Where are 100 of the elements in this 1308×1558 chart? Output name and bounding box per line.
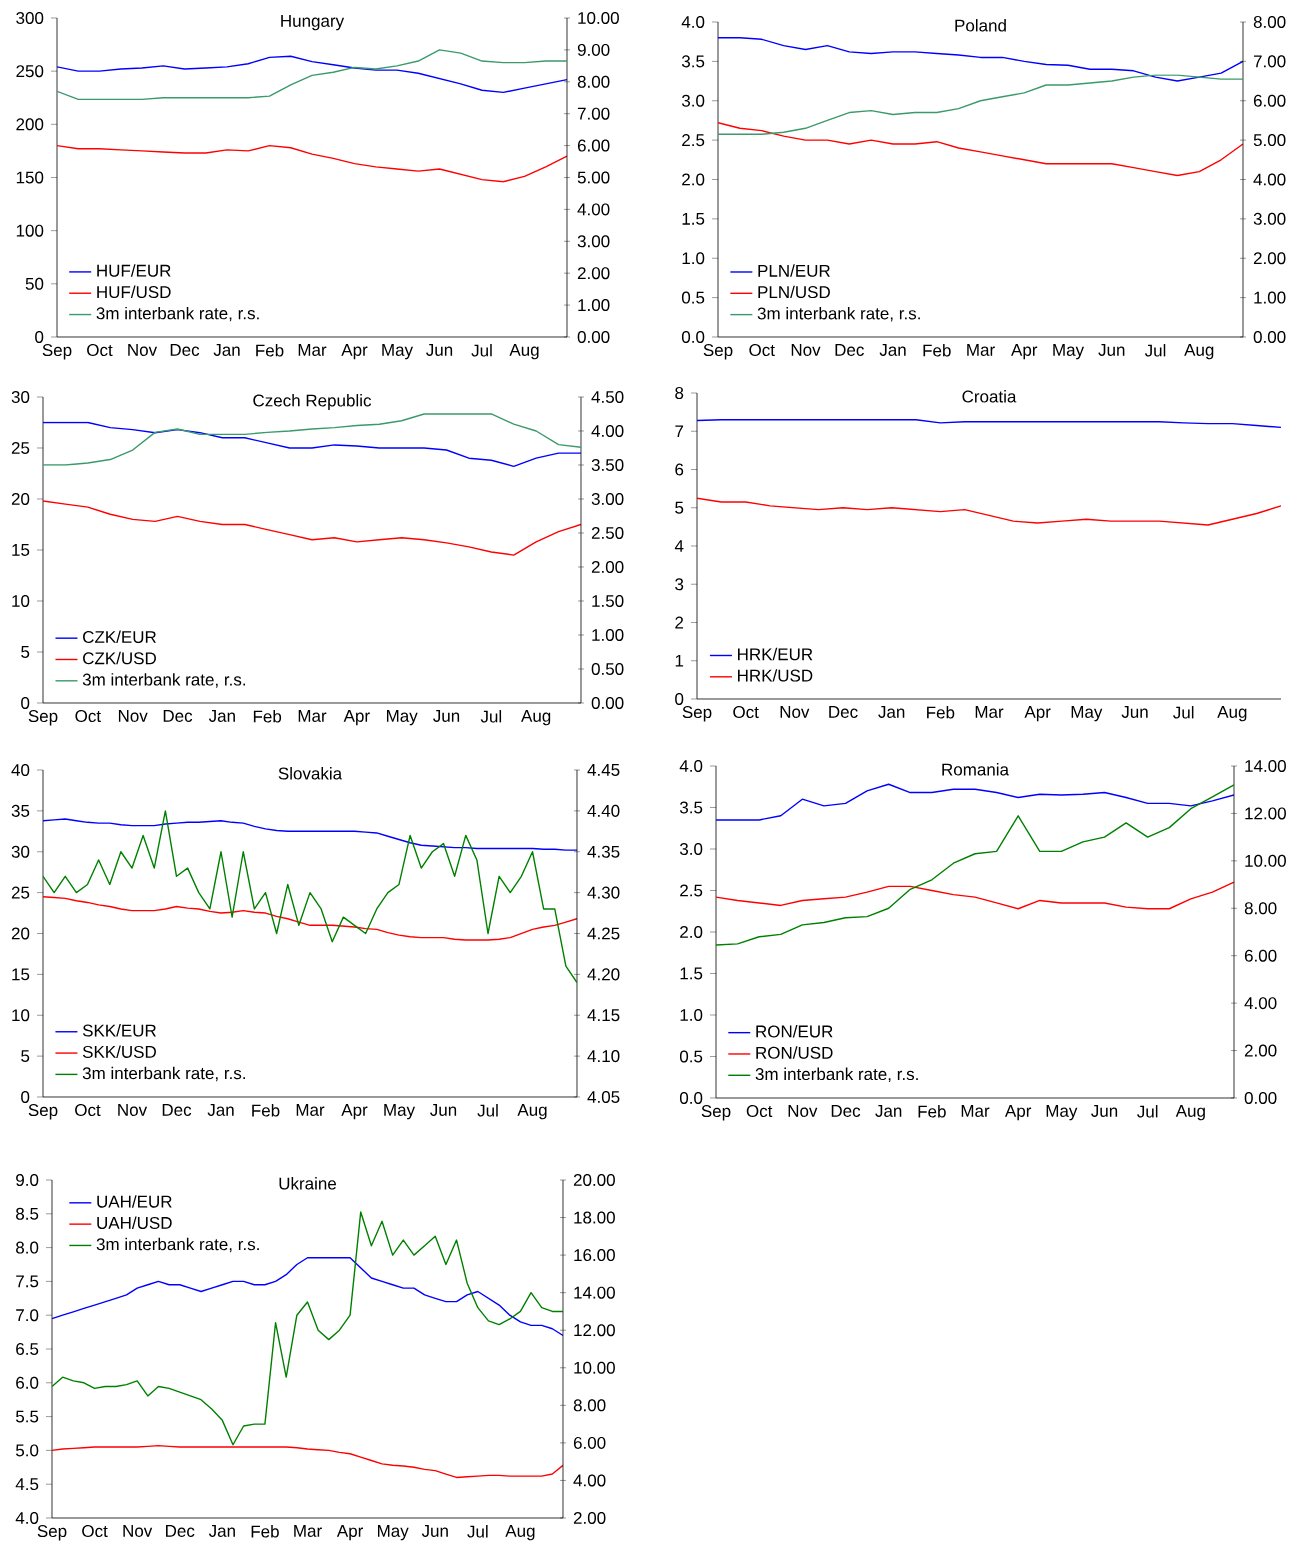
y2-tick-label: 4.00 (573, 1474, 606, 1487)
y-tick-label: 6.5 (16, 1342, 39, 1355)
y-tick-label: 3 (675, 578, 684, 591)
y2-tick-label: 2.50 (591, 526, 624, 539)
y-tick-label: 2.5 (680, 884, 703, 897)
legend-label: HRK/USD (738, 669, 813, 682)
x-tick-label: Feb (918, 1105, 946, 1118)
x-tick-label: Apr (1004, 1105, 1032, 1121)
y-tick-label: 3.0 (679, 842, 703, 855)
x-tick-label: Nov (118, 1104, 148, 1116)
y-tick-label: 6 (675, 463, 684, 476)
y2-tick-label: 12.00 (1245, 807, 1286, 820)
legend-label: 3m interbank rate, r.s. (755, 1067, 918, 1083)
y-tick-label: 3.5 (679, 801, 703, 814)
x-tick-label: Feb (923, 344, 951, 357)
y2-tick-label: 12.00 (574, 1324, 615, 1337)
y2-tick-label: 4.30 (587, 886, 620, 899)
y-tick-label: 2.5 (682, 134, 705, 147)
legend-label: HUF/EUR (97, 264, 171, 277)
chart-title: Ukraine (279, 1177, 337, 1190)
line-series (718, 37, 1244, 82)
x-tick-label: Sep (28, 1104, 58, 1120)
y2-tick-label: 6.00 (573, 1436, 606, 1449)
y2-tick-label: 0.00 (1253, 330, 1286, 343)
x-tick-label: Nov (780, 706, 810, 718)
x-tick-label: Oct (87, 344, 113, 357)
y-tick-label: 2.0 (680, 925, 703, 938)
x-tick-label: Nov (788, 1105, 818, 1117)
legend-label: SKK/USD (82, 1045, 156, 1058)
x-tick-label: Aug (1175, 1105, 1205, 1121)
legend-label: HRK/EUR (738, 647, 813, 661)
legend-label: CZK/USD (83, 651, 156, 665)
y-tick-label: 50 (25, 277, 44, 290)
legend-label: SKK/EUR (82, 1024, 156, 1037)
y-tick-label: 4 (674, 540, 684, 552)
x-tick-label: Aug (1184, 344, 1214, 360)
x-tick-label: Dec (831, 1105, 861, 1117)
y2-tick-label: 3.00 (1253, 212, 1286, 225)
y2-tick-label: 4.50 (591, 390, 624, 403)
y-tick-label: 5.5 (15, 1410, 39, 1423)
y2-tick-label: 10.00 (574, 1361, 615, 1374)
y2-tick-label: 2.00 (1253, 252, 1286, 265)
legend-label: 3m interbank rate, r.s. (82, 1066, 245, 1082)
y-tick-label: 6.0 (16, 1376, 39, 1389)
y-tick-label: 0.5 (681, 291, 705, 304)
x-tick-label: Mar (975, 706, 1004, 718)
y-tick-label: 30 (11, 390, 30, 403)
x-tick-label: Jun (421, 1525, 448, 1537)
x-tick-label: Dec (829, 706, 858, 718)
y-tick-label: 8 (675, 387, 684, 400)
y-tick-label: 1.5 (682, 212, 705, 225)
x-tick-label: Aug (509, 344, 539, 360)
x-tick-label: Apr (336, 1525, 364, 1541)
y-tick-label: 7 (675, 425, 684, 438)
line-series (716, 784, 1235, 946)
y2-tick-label: 0.00 (1244, 1091, 1277, 1104)
x-tick-label: Apr (341, 1104, 368, 1120)
x-tick-label: Mar (298, 710, 327, 722)
x-tick-label: Jan (875, 1105, 902, 1117)
x-tick-label: Jul (1144, 344, 1166, 357)
y-tick-label: 5 (21, 1050, 30, 1063)
y2-tick-label: 4.40 (587, 804, 620, 817)
x-tick-label: Sep (42, 344, 72, 360)
y2-tick-label: 6.00 (1244, 949, 1277, 962)
x-tick-label: Aug (1217, 706, 1247, 722)
y-tick-label: 2 (675, 616, 684, 629)
line-series (52, 1211, 563, 1446)
y-tick-label: 4.0 (15, 1511, 39, 1524)
y-tick-label: 8.5 (16, 1207, 39, 1220)
y-tick-label: 0.0 (681, 330, 705, 343)
x-tick-label: Sep (703, 344, 733, 360)
x-tick-label: May (384, 1104, 416, 1120)
x-tick-label: Jul (467, 1525, 488, 1538)
x-tick-label: Nov (128, 344, 158, 356)
y-tick-label: 150 (16, 171, 44, 184)
x-tick-label: Sep (28, 710, 58, 726)
legend-label: HUF/USD (97, 285, 171, 299)
chart-title: Poland (955, 19, 1006, 32)
x-tick-label: Mar (296, 1104, 325, 1116)
y-tick-label: 1 (675, 654, 684, 667)
y-tick-label: 0.0 (679, 1091, 703, 1104)
y-tick-label: 5 (21, 646, 30, 658)
x-tick-label: Oct (82, 1525, 108, 1538)
legend-label: UAH/USD (97, 1216, 172, 1229)
y-tick-label: 30 (11, 845, 30, 858)
y2-tick-label: 7.00 (1253, 55, 1286, 68)
y2-tick-label: 2.00 (1244, 1044, 1277, 1057)
y2-tick-label: 14.00 (1245, 759, 1286, 772)
line-series (43, 810, 577, 984)
y-tick-label: 200 (16, 118, 44, 131)
x-tick-label: May (1071, 706, 1103, 722)
y-tick-label: 5.0 (15, 1444, 39, 1457)
y2-tick-label: 2.00 (577, 267, 610, 280)
y2-tick-label: 8.00 (577, 75, 610, 88)
x-tick-label: Jul (477, 1104, 498, 1117)
y2-tick-label: 4.15 (587, 1009, 620, 1022)
x-tick-label: May (1053, 344, 1085, 360)
legend-label: PLN/EUR (758, 264, 830, 277)
legend-label: 3m interbank rate, r.s. (96, 1237, 259, 1253)
x-tick-label: Mar (967, 344, 995, 356)
